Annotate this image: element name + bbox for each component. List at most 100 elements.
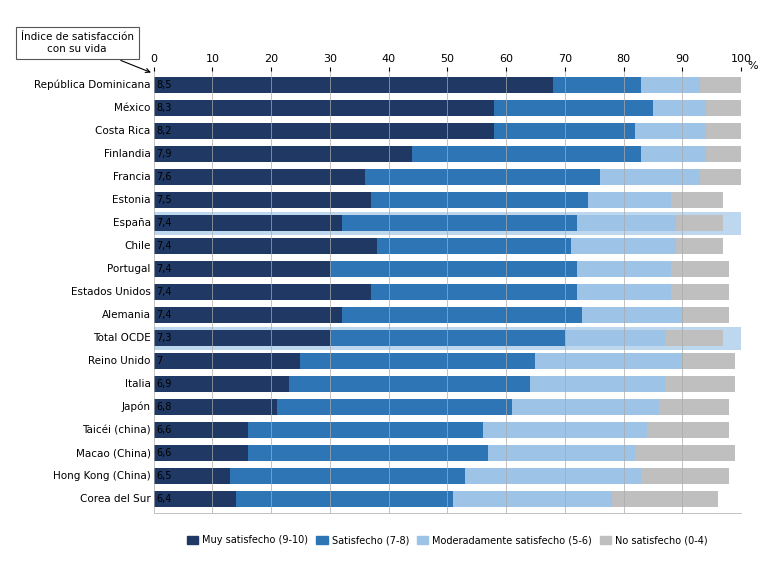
Bar (412, 146, 641, 162)
Bar (154, 100, 495, 116)
Bar (535, 353, 682, 369)
Bar (236, 491, 453, 507)
Bar (641, 469, 730, 484)
Bar (154, 169, 365, 185)
Bar (154, 331, 330, 346)
Text: Chile: Chile (124, 241, 151, 251)
Legend: Muy satisfecho (9-10), Satisfecho (7-8), Moderadamente satisfecho (5-6), No sati: Muy satisfecho (9-10), Satisfecho (7-8),… (183, 531, 712, 549)
Bar (647, 422, 730, 438)
Text: Índice de satisfacción
con su vida: Índice de satisfacción con su vida (21, 32, 150, 72)
Text: 6,6: 6,6 (157, 425, 172, 435)
Bar (154, 376, 289, 392)
Bar (600, 169, 700, 185)
Text: Costa Rica: Costa Rica (95, 126, 151, 136)
Bar (677, 238, 723, 254)
Bar (377, 238, 571, 254)
Bar (154, 123, 495, 139)
Bar (154, 400, 277, 415)
Bar (577, 215, 677, 231)
Bar (706, 146, 741, 162)
Text: Taicéi (china): Taicéi (china) (82, 425, 151, 435)
Text: Estados Unidos: Estados Unidos (71, 287, 151, 297)
Text: Alemania: Alemania (101, 310, 151, 320)
Bar (588, 192, 670, 208)
Bar (342, 307, 582, 323)
Bar (154, 146, 412, 162)
Bar (154, 211, 741, 235)
Text: Japón: Japón (121, 402, 151, 413)
Bar (154, 353, 300, 369)
Bar (670, 192, 723, 208)
Bar (682, 307, 730, 323)
Bar (154, 77, 553, 93)
Bar (289, 376, 530, 392)
Bar (706, 123, 741, 139)
Bar (641, 77, 700, 93)
Bar (154, 327, 741, 349)
Text: Finlandia: Finlandia (104, 149, 151, 159)
Bar (330, 261, 577, 277)
Bar (641, 146, 706, 162)
Bar (635, 445, 735, 461)
Bar (300, 353, 535, 369)
Bar (154, 238, 377, 254)
Bar (653, 100, 706, 116)
Bar (665, 331, 723, 346)
Text: Macao (China): Macao (China) (76, 448, 151, 458)
Text: 7,4: 7,4 (157, 264, 172, 274)
Bar (154, 284, 371, 300)
Bar (700, 77, 741, 93)
Bar (670, 284, 730, 300)
Text: 8,5: 8,5 (157, 80, 172, 90)
Bar (365, 169, 600, 185)
Text: 7,4: 7,4 (157, 218, 172, 228)
Bar (465, 469, 641, 484)
Bar (453, 491, 612, 507)
Bar (512, 400, 659, 415)
Text: 7,4: 7,4 (157, 287, 172, 297)
Text: 7,5: 7,5 (157, 195, 172, 205)
Text: 7,4: 7,4 (157, 310, 172, 320)
Bar (154, 445, 247, 461)
Text: 6,6: 6,6 (157, 448, 172, 458)
Bar (677, 215, 723, 231)
Bar (495, 123, 635, 139)
Text: 6,9: 6,9 (157, 379, 172, 389)
Bar (247, 445, 488, 461)
Bar (342, 215, 577, 231)
Text: República Dominicana: República Dominicana (34, 80, 151, 90)
Bar (154, 307, 342, 323)
Text: Estonia: Estonia (112, 195, 151, 205)
Text: 6,8: 6,8 (157, 402, 172, 412)
Text: %: % (747, 61, 757, 71)
Bar (277, 400, 512, 415)
Bar (670, 261, 730, 277)
Text: Reino Unido: Reino Unido (88, 356, 151, 366)
Text: 8,3: 8,3 (157, 103, 172, 113)
Text: 7,6: 7,6 (157, 172, 172, 182)
Bar (247, 422, 482, 438)
Text: 7,4: 7,4 (157, 241, 172, 251)
Bar (706, 100, 741, 116)
Text: Portugal: Portugal (108, 264, 151, 274)
Bar (700, 169, 741, 185)
Text: España: España (113, 218, 151, 228)
Text: México: México (114, 103, 151, 113)
Bar (564, 331, 665, 346)
Bar (482, 422, 647, 438)
Text: 6,4: 6,4 (157, 494, 172, 504)
Bar (154, 469, 230, 484)
Text: 7,9: 7,9 (157, 149, 172, 159)
Text: 7,3: 7,3 (157, 333, 172, 343)
Bar (577, 284, 670, 300)
Bar (230, 469, 465, 484)
Bar (330, 331, 564, 346)
Bar (495, 100, 653, 116)
Bar (371, 192, 588, 208)
Text: Italia: Italia (124, 379, 151, 389)
Bar (154, 491, 236, 507)
Bar (154, 215, 342, 231)
Bar (571, 238, 677, 254)
Bar (682, 353, 735, 369)
Text: Francia: Francia (113, 172, 151, 182)
